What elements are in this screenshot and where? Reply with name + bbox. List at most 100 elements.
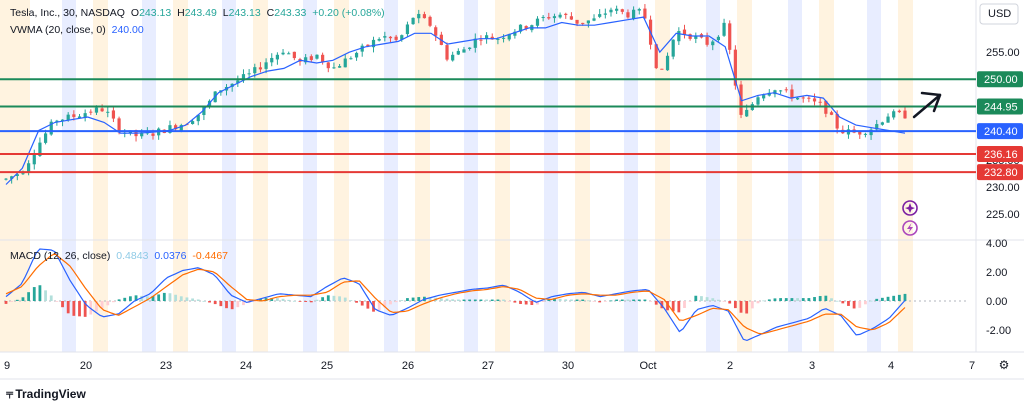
- histogram-bar: [208, 301, 211, 303]
- pre-market-band: [142, 0, 156, 352]
- candle-body: [38, 142, 42, 156]
- histogram-bar: [157, 294, 161, 301]
- candle-body: [55, 120, 59, 122]
- histogram-bar: [530, 301, 534, 305]
- candle-body: [762, 95, 766, 99]
- histogram-bar: [485, 299, 488, 301]
- histogram-bar: [779, 298, 783, 301]
- histogram-bar: [287, 299, 291, 301]
- histogram-bar: [643, 299, 647, 301]
- candle-body: [354, 52, 359, 58]
- histogram-bar: [89, 301, 93, 315]
- histogram-bar: [886, 296, 890, 301]
- histogram-bar: [553, 298, 556, 301]
- candle-body: [496, 38, 500, 40]
- tradingview-logo-icon: ⫧: [6, 386, 13, 401]
- histogram-bar: [852, 301, 856, 309]
- histogram-bar: [202, 300, 206, 302]
- histogram-bar: [185, 297, 189, 301]
- macd-line-value: 0.0376: [154, 250, 187, 262]
- candle-body: [677, 31, 681, 42]
- pre-market-band: [624, 0, 638, 352]
- histogram-bar: [767, 299, 771, 301]
- candle-body: [615, 8, 619, 11]
- candle-body: [665, 55, 670, 71]
- histogram-bar: [513, 301, 517, 303]
- macd-tick-label: 2.00: [986, 267, 1007, 279]
- time-tick-label: 4: [888, 360, 894, 372]
- candle-body: [89, 111, 93, 113]
- candle-body: [592, 18, 596, 21]
- candle-body: [241, 74, 246, 81]
- histogram-bar: [620, 299, 624, 301]
- candle-body: [190, 121, 195, 125]
- histogram-bar: [496, 299, 500, 301]
- histogram-bar: [830, 298, 833, 301]
- level-label-bg: [977, 164, 1023, 181]
- candle-body: [535, 18, 540, 26]
- histogram-bar: [632, 299, 636, 301]
- histogram-bar: [117, 299, 121, 301]
- candle-body: [400, 35, 404, 40]
- histogram-bar: [507, 301, 511, 302]
- histogram-bar: [406, 298, 409, 301]
- after-hours-band: [819, 0, 834, 352]
- candle-body: [880, 122, 884, 125]
- candle-body: [547, 17, 551, 19]
- histogram-bar: [456, 299, 460, 301]
- histogram-bar: [519, 301, 522, 304]
- after-hours-band: [737, 0, 752, 352]
- histogram-bar: [10, 301, 14, 302]
- tradingview-logo: ⫧ TradingView: [6, 386, 86, 402]
- histogram-bar: [869, 300, 873, 302]
- macd-histogram: [4, 285, 907, 317]
- histogram-bar: [66, 301, 70, 314]
- candle-body: [15, 174, 19, 176]
- arrow-head: [920, 91, 942, 113]
- candle-body: [77, 116, 82, 119]
- candle-body: [292, 51, 296, 59]
- histogram-bar: [598, 301, 602, 303]
- price-change: +0.20 (+0.08%): [312, 7, 385, 19]
- candle-body: [660, 68, 664, 70]
- histogram-bar: [15, 299, 19, 301]
- sparkle-icon[interactable]: [902, 200, 918, 216]
- histogram-bar: [818, 296, 822, 301]
- time-tick-label: 20: [80, 360, 92, 372]
- candle-body: [552, 16, 557, 19]
- histogram-bar: [490, 299, 494, 301]
- histogram-bar: [847, 301, 850, 306]
- histogram-bar: [49, 295, 53, 301]
- histogram-bar: [179, 296, 183, 301]
- after-hours-band: [93, 0, 108, 352]
- histogram-bar: [219, 301, 223, 307]
- candle-body: [688, 34, 692, 39]
- histogram-bar: [253, 301, 257, 302]
- histogram-bar: [502, 299, 505, 301]
- candle-body: [94, 107, 99, 113]
- currency-button[interactable]: [979, 3, 1019, 25]
- candle-body: [43, 133, 48, 143]
- histogram-bar: [451, 299, 455, 301]
- candle-body: [377, 38, 381, 41]
- histogram-bar: [541, 301, 545, 303]
- histogram-bar: [106, 301, 110, 306]
- histogram-bar: [858, 301, 862, 308]
- histogram-bar: [864, 301, 867, 305]
- candle-body: [524, 26, 528, 29]
- candle-body: [434, 27, 438, 36]
- ohlc-low: L243.13: [222, 7, 261, 19]
- histogram-bar: [44, 290, 47, 301]
- lightning-icon[interactable]: [902, 220, 918, 236]
- histogram-bar: [733, 301, 737, 309]
- histogram-bar: [292, 300, 296, 302]
- candle-body: [366, 44, 370, 47]
- candle-body: [196, 114, 200, 122]
- candle-body: [349, 58, 353, 60]
- histogram-bar: [654, 301, 658, 305]
- settings-icon[interactable]: ⚙: [999, 358, 1010, 372]
- price-legend: Tesla, Inc., 30, NASDAQ O243.13 H243.49 …: [10, 7, 388, 19]
- pre-market-band: [867, 0, 881, 352]
- histogram-bar: [349, 300, 353, 301]
- candle-body: [603, 13, 607, 15]
